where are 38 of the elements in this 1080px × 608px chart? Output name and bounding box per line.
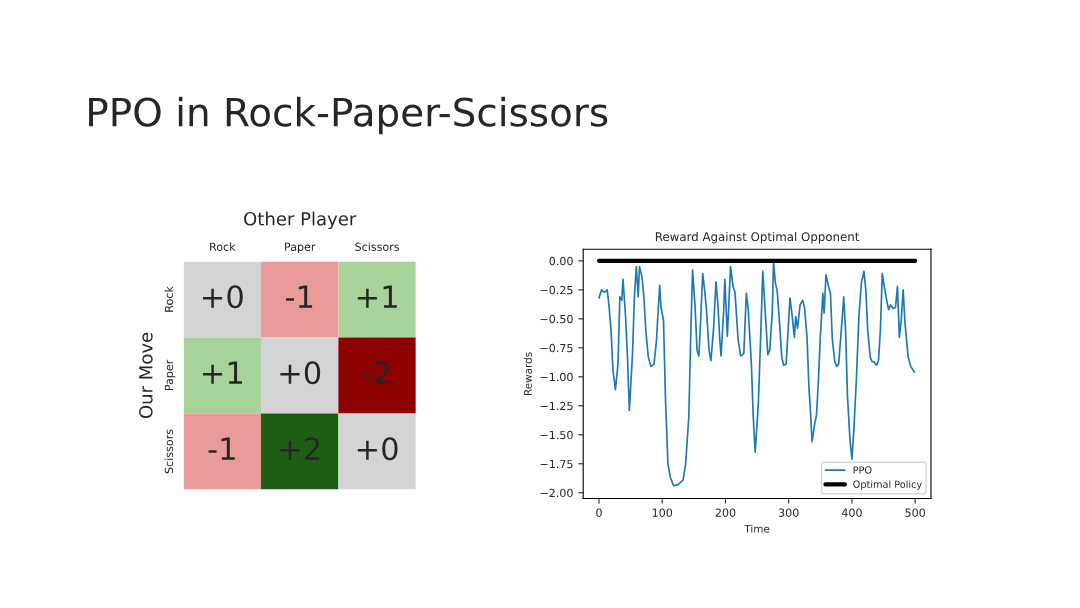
data-label: +0 xyxy=(203,285,243,309)
y-tick-label: Scissors xyxy=(164,429,174,474)
data-label: +0 xyxy=(280,361,321,385)
legend-label: Optimal Policy xyxy=(853,480,922,490)
x-tick-label: 300 xyxy=(778,508,799,517)
chart-title: PPO in Rock-Paper-Scissors xyxy=(89,96,608,135)
y-tick-label: −1.75 xyxy=(540,459,573,469)
data-label: +1 xyxy=(203,361,242,384)
x-tick-label: 0 xyxy=(596,508,602,517)
y-tick-label: Paper xyxy=(164,359,176,391)
x-tick-label: 100 xyxy=(652,508,673,517)
y-tick-label: 0.00 xyxy=(549,256,573,266)
chart-title: Reward Against Optimal Opponent xyxy=(655,231,860,244)
y-tick-label: −0.25 xyxy=(540,285,573,295)
data-label: +1 xyxy=(357,285,397,308)
y-tick-label: −0.75 xyxy=(540,343,573,353)
x-axis-title: Other Player xyxy=(244,211,357,230)
y-axis-title: Our Move xyxy=(139,332,153,419)
data-label: -1 xyxy=(285,285,313,308)
y-tick-label: −0.50 xyxy=(540,314,573,324)
y-tick-label: −1.25 xyxy=(540,401,573,411)
y-tick-label: −1.50 xyxy=(540,430,573,440)
y-axis-title: Rewards xyxy=(523,352,532,396)
y-tick-label: −2.00 xyxy=(540,488,573,498)
data-label: -1 xyxy=(208,437,235,460)
x-tick-label: Paper xyxy=(285,242,316,254)
y-tick-label: Rock xyxy=(164,286,174,312)
data-label: +0 xyxy=(357,437,398,461)
x-tick-label: 200 xyxy=(715,508,736,517)
x-tick-label: Rock xyxy=(210,242,236,251)
x-tick-label: Scissors xyxy=(355,242,400,251)
x-tick-label: 400 xyxy=(841,508,862,517)
x-tick-label: 500 xyxy=(905,508,926,517)
x-axis-title: Time xyxy=(744,524,770,533)
data-label: -2 xyxy=(363,361,390,384)
data-label: +2 xyxy=(280,437,320,460)
legend-label: PPO xyxy=(853,466,872,474)
y-tick-label: −1.00 xyxy=(540,372,573,382)
